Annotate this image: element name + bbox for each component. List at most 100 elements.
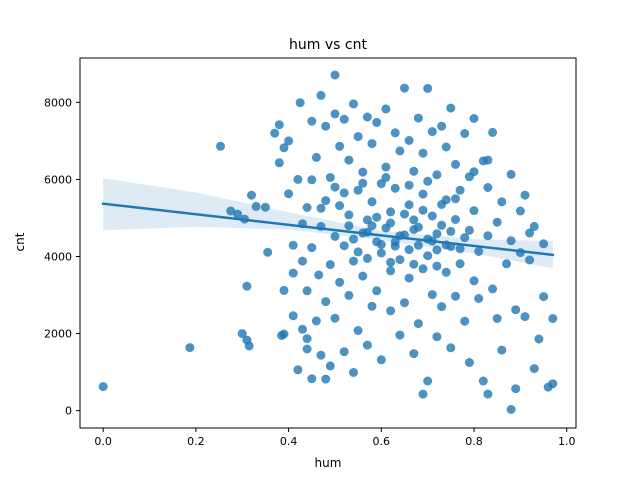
data-point (284, 189, 294, 199)
data-point (520, 190, 530, 200)
data-point (386, 306, 396, 316)
x-tick-label: 0.6 (373, 435, 391, 448)
data-point (321, 297, 331, 307)
data-point (502, 259, 511, 269)
data-point (316, 90, 326, 100)
data-point (441, 267, 451, 277)
data-point (483, 183, 493, 192)
data-point (344, 155, 354, 165)
data-point (488, 127, 498, 137)
data-point (335, 277, 345, 287)
data-point (372, 212, 382, 222)
data-point (437, 220, 447, 230)
data-point (288, 240, 298, 250)
chart-title: hum vs cnt (289, 37, 367, 53)
data-point (460, 129, 470, 138)
data-point (279, 329, 289, 339)
data-point (413, 113, 423, 123)
data-point (413, 319, 423, 329)
data-point (386, 257, 396, 267)
data-point (395, 255, 405, 265)
data-point (372, 286, 382, 296)
data-point (506, 405, 516, 414)
data-point (390, 128, 400, 138)
data-point (216, 141, 225, 151)
x-tick-label: 0.2 (187, 435, 205, 448)
data-point (451, 194, 460, 204)
data-point (330, 231, 340, 241)
data-point (404, 136, 414, 145)
data-point (376, 248, 386, 258)
data-point (506, 236, 516, 246)
data-point (404, 200, 414, 210)
data-point (539, 239, 549, 249)
data-point (427, 127, 437, 137)
data-point (413, 240, 423, 250)
data-point (311, 316, 321, 326)
axis-layer: 0.0 0.2 0.4 0.6 0.8 1.0 0 2000 4000 6000 8000 (44, 57, 577, 448)
data-point (423, 376, 433, 386)
data-point (437, 302, 447, 312)
y-tick-label: 6000 (44, 173, 72, 186)
data-point (534, 334, 544, 344)
data-point (432, 229, 442, 239)
data-point (376, 240, 386, 249)
data-point (446, 226, 456, 236)
data-point (321, 196, 331, 206)
data-point (529, 364, 539, 374)
data-point (404, 180, 414, 190)
data-point (390, 241, 400, 251)
data-point (460, 233, 470, 243)
y-tick-label: 8000 (44, 96, 72, 109)
data-point (367, 221, 377, 231)
data-point (339, 114, 349, 124)
data-point (307, 175, 317, 185)
data-point (344, 290, 354, 300)
data-point (325, 173, 335, 182)
data-point (418, 189, 428, 199)
data-point (460, 316, 470, 326)
data-point (353, 326, 363, 335)
data-point (251, 201, 261, 211)
data-point (469, 114, 479, 123)
data-point (474, 247, 484, 256)
data-point (381, 173, 391, 182)
data-point (358, 167, 368, 177)
data-point (474, 294, 484, 303)
data-point (376, 355, 386, 365)
data-point (325, 361, 335, 371)
data-point (432, 261, 442, 271)
data-point (302, 334, 312, 344)
data-point (409, 166, 419, 176)
data-point (386, 207, 396, 217)
data-point (511, 305, 521, 315)
data-point (451, 159, 460, 169)
data-point (353, 247, 363, 257)
data-point (321, 121, 331, 131)
data-point (298, 324, 307, 334)
confidence-band (103, 178, 553, 269)
data-point (386, 266, 396, 276)
data-point (488, 284, 498, 294)
data-point (413, 222, 423, 232)
data-point (367, 197, 377, 207)
data-point (469, 206, 479, 216)
data-point (339, 347, 349, 357)
data-point (386, 218, 396, 228)
data-point (478, 376, 488, 386)
data-point (506, 169, 516, 179)
data-point (409, 349, 419, 359)
data-point (274, 120, 284, 130)
data-point (353, 132, 363, 142)
data-point (330, 313, 340, 323)
data-point (335, 141, 345, 151)
data-point (395, 330, 405, 340)
data-point (330, 70, 340, 80)
data-point (376, 179, 386, 189)
data-point (362, 253, 372, 263)
data-point (432, 245, 442, 255)
data-point (464, 225, 474, 235)
data-point (409, 259, 419, 269)
